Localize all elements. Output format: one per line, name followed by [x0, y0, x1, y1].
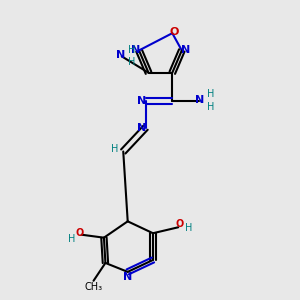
- Text: N: N: [116, 50, 125, 60]
- Text: N: N: [123, 272, 132, 282]
- Text: O: O: [176, 219, 184, 229]
- Text: H: H: [207, 102, 214, 112]
- Text: H: H: [128, 57, 135, 67]
- Text: N: N: [137, 123, 147, 133]
- Text: O: O: [75, 228, 83, 238]
- Text: O: O: [169, 27, 178, 37]
- Text: N: N: [131, 45, 140, 56]
- Text: H: H: [128, 45, 135, 56]
- Text: H: H: [185, 223, 192, 233]
- Text: H: H: [111, 144, 118, 154]
- Text: CH₃: CH₃: [85, 282, 103, 292]
- Text: N: N: [137, 96, 147, 106]
- Text: N: N: [195, 95, 204, 105]
- Text: H: H: [68, 234, 76, 244]
- Text: H: H: [207, 89, 214, 99]
- Text: N: N: [181, 45, 190, 56]
